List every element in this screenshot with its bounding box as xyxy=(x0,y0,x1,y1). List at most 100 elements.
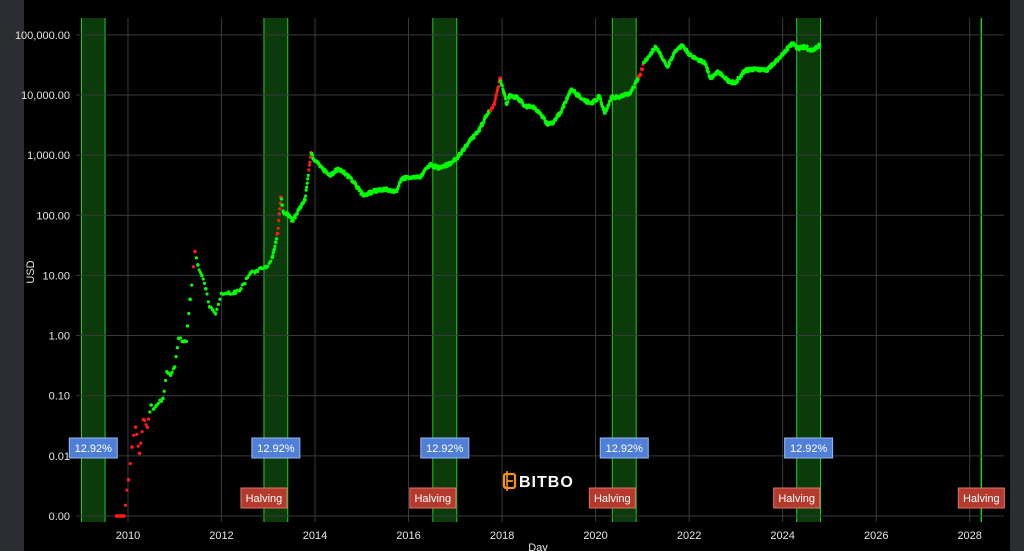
price-point xyxy=(666,64,671,68)
return-label-box xyxy=(784,437,834,459)
y-axis-ticks: 0.00 0.01 0.10 1.00 10.00 100.00 1,000.00 10,00… xyxy=(15,30,70,523)
price-point xyxy=(660,54,664,59)
price-point xyxy=(178,336,183,340)
x-tick-label: 2016 xyxy=(396,530,420,542)
return-label-text: 12.92% xyxy=(606,443,644,455)
return-label: 12.92% xyxy=(599,437,649,459)
price-point xyxy=(128,461,132,466)
y-tick-label: 100,000.00 xyxy=(15,30,70,42)
price-point xyxy=(306,173,310,177)
price-point xyxy=(702,59,706,63)
price-point xyxy=(212,310,216,314)
price-point xyxy=(591,101,595,106)
price-point xyxy=(277,212,281,216)
return-label-box xyxy=(420,437,470,459)
price-point xyxy=(636,77,640,82)
price-points xyxy=(114,41,822,518)
price-point xyxy=(277,218,281,222)
price-point xyxy=(200,273,204,278)
y-tick-label: 10.00 xyxy=(42,270,70,282)
price-point xyxy=(183,339,187,343)
price-point xyxy=(247,273,251,277)
price-point xyxy=(360,190,364,194)
price-point xyxy=(162,389,166,393)
price-point xyxy=(274,237,279,241)
price-point xyxy=(190,283,194,287)
y-tick-label: 1,000.00 xyxy=(27,150,70,162)
y-tick-label: 0.00 xyxy=(49,511,70,523)
price-point xyxy=(201,277,205,281)
price-point xyxy=(786,48,790,52)
price-point xyxy=(494,92,499,97)
price-point xyxy=(123,503,128,507)
x-tick-label: 2026 xyxy=(864,530,888,542)
price-point xyxy=(196,263,200,267)
price-point xyxy=(188,297,192,302)
price-point xyxy=(175,346,179,350)
price-point xyxy=(396,186,400,191)
price-point xyxy=(308,155,313,159)
return-label-box xyxy=(251,437,301,459)
price-point xyxy=(765,69,770,73)
price-point xyxy=(335,170,339,174)
y-tick-label: 0.01 xyxy=(49,451,70,463)
price-point xyxy=(204,286,208,291)
price-point xyxy=(707,70,711,74)
price-point xyxy=(276,226,280,230)
price-point xyxy=(185,324,190,328)
price-point xyxy=(496,85,501,89)
price-point xyxy=(125,488,129,492)
price-point xyxy=(463,146,467,151)
price-point xyxy=(293,216,297,220)
price-point xyxy=(187,311,191,316)
price-point xyxy=(307,168,311,172)
price-point xyxy=(279,197,284,201)
price-point xyxy=(305,181,309,185)
y-tick-label: 10,000.00 xyxy=(21,90,70,102)
price-point xyxy=(308,160,312,164)
x-tick-label: 2010 xyxy=(116,530,140,542)
price-point xyxy=(562,105,566,109)
price-point xyxy=(397,183,401,188)
price-point xyxy=(493,100,497,104)
price-point xyxy=(174,355,178,359)
price-point xyxy=(503,97,508,101)
price-point xyxy=(170,370,174,374)
halving-label: Halving xyxy=(588,487,636,509)
halving-label-text: Halving xyxy=(594,493,631,505)
price-point xyxy=(205,292,209,296)
price-point xyxy=(602,106,606,110)
bitbo-logo-icon xyxy=(502,471,517,491)
price-point xyxy=(198,271,203,275)
price-point xyxy=(740,74,744,78)
return-label-box xyxy=(599,437,649,459)
price-point xyxy=(209,305,213,309)
price-point xyxy=(234,291,238,295)
price-point xyxy=(193,249,197,254)
price-point xyxy=(140,430,144,434)
return-label-text: 12.92% xyxy=(426,443,464,455)
price-point xyxy=(243,282,247,286)
price-point xyxy=(126,477,131,482)
price-point xyxy=(139,441,143,445)
price-point xyxy=(163,378,168,383)
price-point xyxy=(206,300,210,304)
price-point xyxy=(735,80,740,84)
price-point xyxy=(159,399,164,403)
price-point xyxy=(557,113,561,118)
price-point xyxy=(194,256,199,260)
price-point xyxy=(805,44,809,48)
price-point xyxy=(607,102,611,106)
price-point xyxy=(608,98,613,103)
price-point xyxy=(216,302,221,306)
price-point xyxy=(564,99,568,103)
price-point xyxy=(506,100,510,104)
price-point xyxy=(156,401,161,405)
return-labels: 12.92% 12.92% 12.92% 12.92% 12.92% xyxy=(68,437,834,459)
return-label-text: 12.92% xyxy=(790,443,828,455)
price-point xyxy=(304,188,308,192)
price-point xyxy=(639,72,643,77)
price-point xyxy=(227,290,231,294)
price-point xyxy=(817,42,821,46)
halving-label-text: Halving xyxy=(963,493,1000,505)
